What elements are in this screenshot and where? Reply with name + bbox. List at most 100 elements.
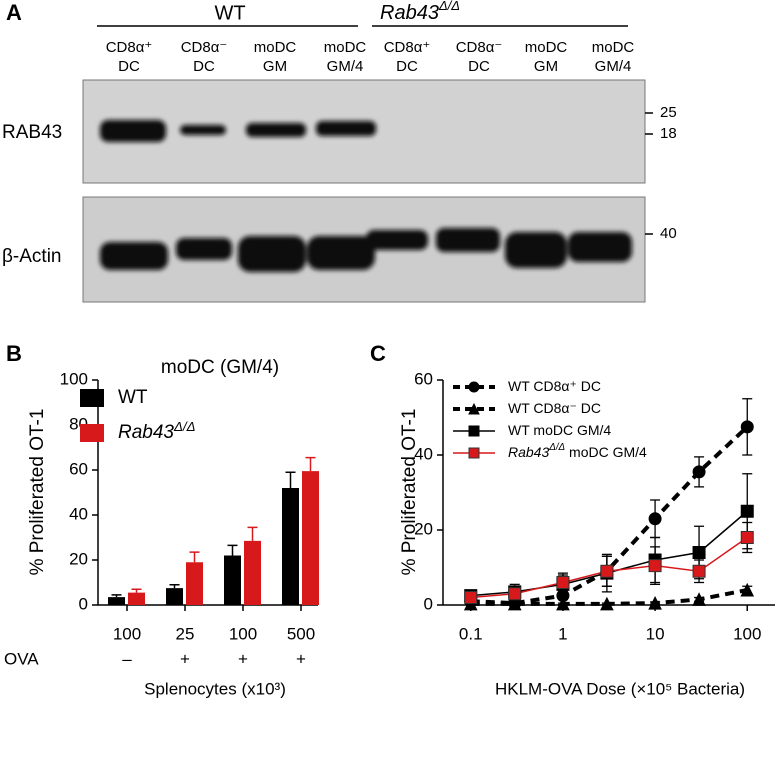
ova-label: +	[296, 649, 306, 668]
lane-label: GM/4	[595, 58, 632, 75]
point	[692, 592, 706, 606]
panel-label: A	[6, 0, 22, 25]
y-tick-label: 20	[414, 519, 433, 538]
x-tick-label: 10	[646, 624, 665, 643]
point	[692, 564, 706, 578]
marker-label: 40	[660, 225, 677, 242]
marker-label: 25	[660, 104, 677, 121]
panel-label: B	[6, 341, 22, 366]
y-tick-label: 20	[69, 549, 88, 568]
lane-label: DC	[396, 58, 418, 75]
lane-label: GM	[263, 58, 287, 75]
ova-label: –	[122, 649, 132, 668]
point	[740, 504, 754, 518]
legend-name: Rab43	[118, 422, 174, 443]
lane-label: DC	[193, 58, 215, 75]
lane-label: DC	[468, 58, 490, 75]
x-axis-label: Splenocytes (x10³)	[144, 679, 286, 698]
lane-label: DC	[118, 58, 140, 75]
x-tick-label: 25	[176, 624, 195, 643]
point	[740, 531, 754, 544]
x-tick-label: 100	[113, 624, 141, 643]
bar	[186, 562, 203, 605]
bar	[302, 471, 319, 605]
x-tick-label: 1	[558, 624, 567, 643]
point	[508, 587, 522, 601]
lane-label: moDC	[254, 39, 297, 56]
series-line	[470, 510, 748, 597]
group-label: Rab43Δ/Δ	[380, 0, 460, 24]
bar	[224, 555, 241, 605]
legend-label: Rab43Δ/Δ	[118, 419, 196, 444]
point	[600, 564, 614, 578]
x-tick-label: 100	[229, 624, 257, 643]
band	[436, 228, 500, 252]
marker-label: 18	[660, 125, 677, 142]
legend-sup: Δ/Δ	[548, 442, 565, 453]
legend-label: WT CD8α⁺ DC	[508, 378, 601, 394]
y-tick-label: 100	[60, 369, 88, 388]
ova-title: OVA	[4, 649, 39, 668]
legend-name: WT CD8α⁺ DC	[508, 378, 601, 394]
ova-label: +	[238, 649, 248, 668]
row-label: RAB43	[2, 122, 62, 143]
band	[505, 232, 567, 268]
point	[556, 596, 570, 611]
x-axis-label: HKLM-OVA Dose (×10⁵ Bacteria)	[495, 679, 745, 698]
point	[468, 425, 480, 437]
band	[307, 236, 375, 270]
bar	[244, 540, 261, 605]
y-tick-label: 0	[79, 594, 88, 613]
point	[464, 591, 478, 604]
point	[600, 596, 614, 611]
y-tick-label: 40	[414, 444, 433, 463]
lane-label: moDC	[592, 39, 635, 56]
point	[648, 559, 662, 573]
band	[568, 232, 632, 262]
legend-sup: Δ/Δ	[173, 419, 196, 434]
legend-swatch	[80, 424, 104, 442]
band	[100, 242, 168, 270]
point	[692, 465, 706, 479]
bar	[166, 588, 183, 605]
legend-label: WT moDC GM/4	[508, 422, 611, 438]
point	[740, 582, 755, 597]
legend-name: WT CD8α⁻ DC	[508, 400, 601, 416]
y-tick-label: 60	[69, 459, 88, 478]
x-tick-label: 500	[287, 624, 315, 643]
point	[507, 596, 522, 611]
panel-label: C	[370, 341, 386, 366]
legend-label: WT CD8α⁻ DC	[508, 400, 601, 416]
lane-label: CD8α⁻	[181, 39, 228, 56]
group-label: WT	[214, 2, 245, 24]
y-tick-label: 60	[414, 369, 433, 388]
bar	[128, 592, 145, 605]
point	[648, 512, 662, 526]
group-label-main: Rab43	[380, 2, 439, 24]
lane-label: CD8α⁺	[106, 39, 153, 56]
point	[740, 420, 754, 434]
lane-label: CD8α⁻	[456, 39, 503, 56]
legend-label: WT	[118, 387, 148, 408]
legend-name: Rab43	[508, 444, 549, 460]
lane-label: moDC	[324, 39, 367, 56]
y-tick-label: 0	[424, 594, 433, 613]
band	[316, 121, 376, 136]
legend-rest: moDC GM/4	[565, 444, 647, 460]
point	[468, 402, 480, 415]
lane-label: GM	[534, 58, 558, 75]
lane-label: moDC	[525, 39, 568, 56]
point	[468, 381, 480, 393]
row-label: β-Actin	[2, 246, 62, 267]
bar	[282, 488, 299, 605]
bar	[108, 597, 125, 605]
y-tick-label: 40	[69, 504, 88, 523]
legend-name: WT moDC GM/4	[508, 422, 611, 438]
bands	[100, 120, 632, 272]
x-tick-label: 0.1	[459, 624, 483, 643]
lane-label: GM/4	[327, 58, 364, 75]
legend-name: WT	[118, 387, 148, 408]
legend-swatch	[80, 389, 104, 407]
point	[648, 596, 662, 610]
